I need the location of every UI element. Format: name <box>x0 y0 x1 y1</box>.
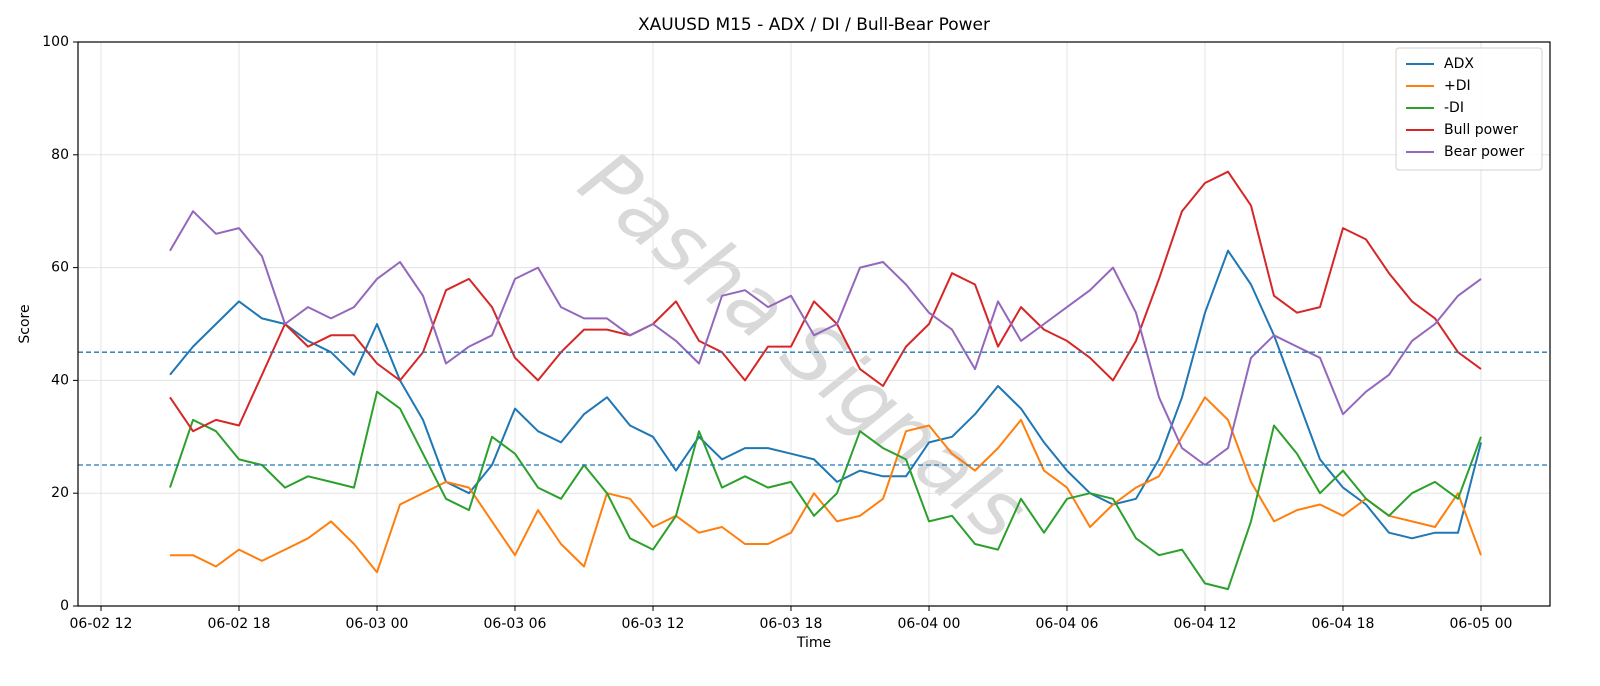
x-tick-label: 06-03 12 <box>622 616 685 632</box>
y-axis-label: Score <box>17 304 33 343</box>
legend-label: +DI <box>1444 78 1471 94</box>
y-tick-label: 0 <box>60 598 69 614</box>
series-line <box>169 390 1482 591</box>
x-tick-label: 06-03 06 <box>484 616 547 632</box>
x-tick-label: 06-04 18 <box>1312 616 1375 632</box>
x-tick-label: 06-02 18 <box>208 616 271 632</box>
legend-box <box>1395 47 1543 171</box>
x-tick-label: 06-04 12 <box>1174 616 1237 632</box>
legend-label: ADX <box>1444 56 1474 72</box>
series-line <box>169 210 1482 466</box>
y-tick-label: 80 <box>51 147 69 163</box>
chart-title: XAUUSD M15 - ADX / DI / Bull-Bear Power <box>638 15 990 35</box>
y-tick-label: 60 <box>51 260 69 276</box>
series-line <box>169 170 1482 433</box>
x-tick-label: 06-03 00 <box>346 616 409 632</box>
x-tick-label: 06-04 00 <box>898 616 961 632</box>
legend-label: Bear power <box>1444 144 1525 160</box>
x-tick-label: 06-03 18 <box>760 616 823 632</box>
x-tick-label: 06-05 00 <box>1450 616 1513 632</box>
legend-label: -DI <box>1444 100 1464 116</box>
y-tick-label: 40 <box>51 372 69 388</box>
x-tick-label: 06-04 06 <box>1036 616 1099 632</box>
legend-label: Bull power <box>1444 122 1518 138</box>
watermark: Pasha Signals <box>562 133 1044 559</box>
x-axis-label: Time <box>796 635 831 651</box>
series-line <box>169 249 1482 540</box>
plot-frame <box>77 41 1551 607</box>
series-line <box>170 396 1482 574</box>
y-tick-label: 100 <box>42 34 69 50</box>
y-tick-label: 20 <box>51 485 69 501</box>
x-tick-label: 06-02 12 <box>70 616 133 632</box>
